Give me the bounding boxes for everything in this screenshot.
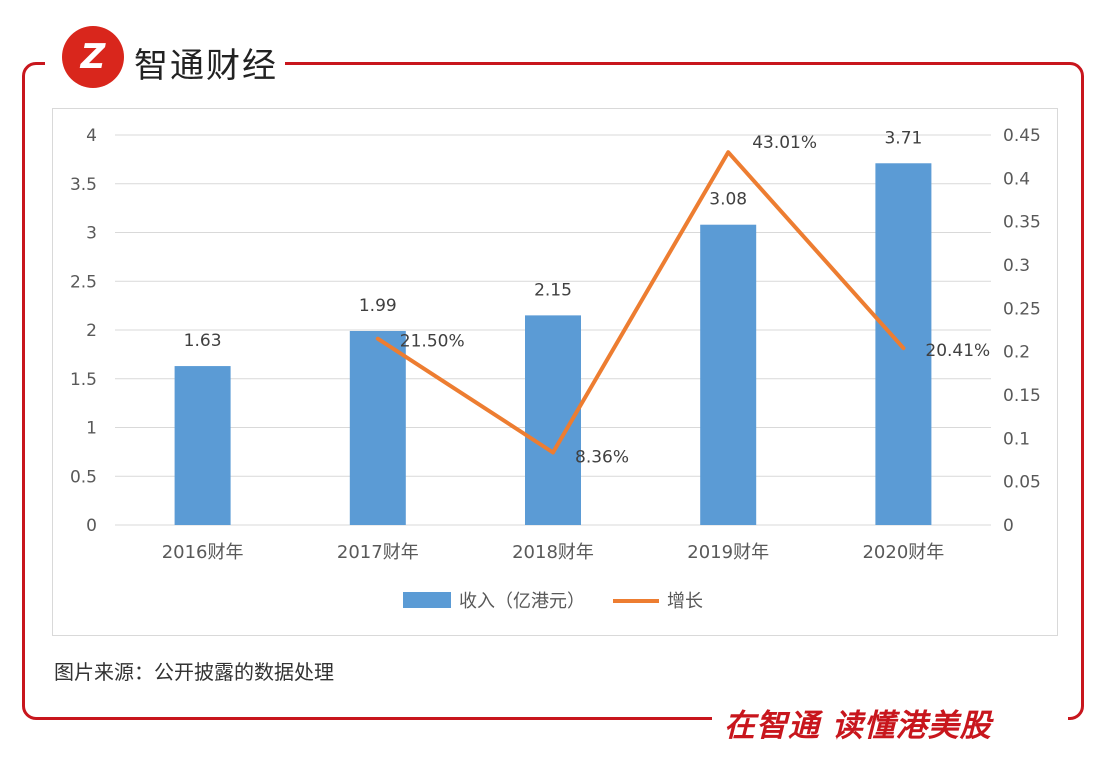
left-tick-label: 2 <box>86 321 97 341</box>
left-tick-label: 1 <box>86 419 97 439</box>
x-tick-label: 2018财年 <box>512 542 594 563</box>
growth-line <box>375 150 906 455</box>
bar <box>349 330 406 525</box>
bar <box>700 224 757 525</box>
right-tick-label: 0.05 <box>1003 473 1041 493</box>
source-note: 图片来源：公开披露的数据处理 <box>54 660 334 684</box>
line-data-label: 20.41% <box>925 341 990 361</box>
right-tick-label: 0.45 <box>1003 126 1041 146</box>
left-tick-label: 0 <box>86 516 97 536</box>
bar-data-label: 3.71 <box>884 128 922 148</box>
left-tick-label: 1.5 <box>70 370 97 390</box>
right-tick-label: 0.3 <box>1003 256 1030 276</box>
bar <box>174 366 231 525</box>
brand-logo-icon: Z <box>62 26 124 88</box>
left-tick-label: 4 <box>86 126 97 146</box>
legend-bar-label: 收入（亿港元） <box>459 591 585 612</box>
card-frame <box>22 62 1084 720</box>
right-tick-label: 0.2 <box>1003 343 1030 363</box>
left-tick-label: 0.5 <box>70 467 97 487</box>
x-tick-label: 2016财年 <box>162 542 244 563</box>
left-tick-label: 2.5 <box>70 272 97 292</box>
right-tick-label: 0 <box>1003 516 1014 536</box>
slogan: 在智通 读懂港美股 <box>724 708 992 744</box>
right-tick-label: 0.25 <box>1003 299 1041 319</box>
brand-name: 智通财经 <box>134 46 278 86</box>
x-tick-label: 2017财年 <box>337 542 419 563</box>
x-tick-label: 2019财年 <box>687 542 769 563</box>
chart-svg: 0 0.5 1 1.5 2 2.5 3 3.5 4 0 0.05 0.1 0.15 0.2 0.25 0.3 0… <box>70 126 1041 612</box>
left-tick-label: 3 <box>86 224 97 244</box>
bar <box>875 163 932 525</box>
bar-data-label: 2.15 <box>534 280 572 300</box>
line-data-label: 43.01% <box>752 133 817 153</box>
line-data-label: 8.36% <box>575 448 629 468</box>
left-tick-label: 3.5 <box>70 175 97 195</box>
right-tick-label: 0.15 <box>1003 386 1041 406</box>
bar-data-label: 3.08 <box>709 190 747 210</box>
bar-data-label: 1.63 <box>184 331 222 351</box>
chart-container: 0 0.5 1 1.5 2 2.5 3 3.5 4 0 0.05 0.1 0.15 0.2 0.25 0.3 0… <box>52 108 1058 636</box>
right-tick-label: 0.35 <box>1003 213 1041 233</box>
legend-bar-swatch <box>403 592 451 608</box>
right-tick-label: 0.4 <box>1003 169 1030 189</box>
x-tick-label: 2020财年 <box>862 542 944 563</box>
bar-data-label: 1.99 <box>359 296 397 316</box>
legend-line-label: 增长 <box>667 591 703 612</box>
right-tick-label: 0.1 <box>1003 429 1030 449</box>
line-data-label: 21.50% <box>400 332 465 352</box>
